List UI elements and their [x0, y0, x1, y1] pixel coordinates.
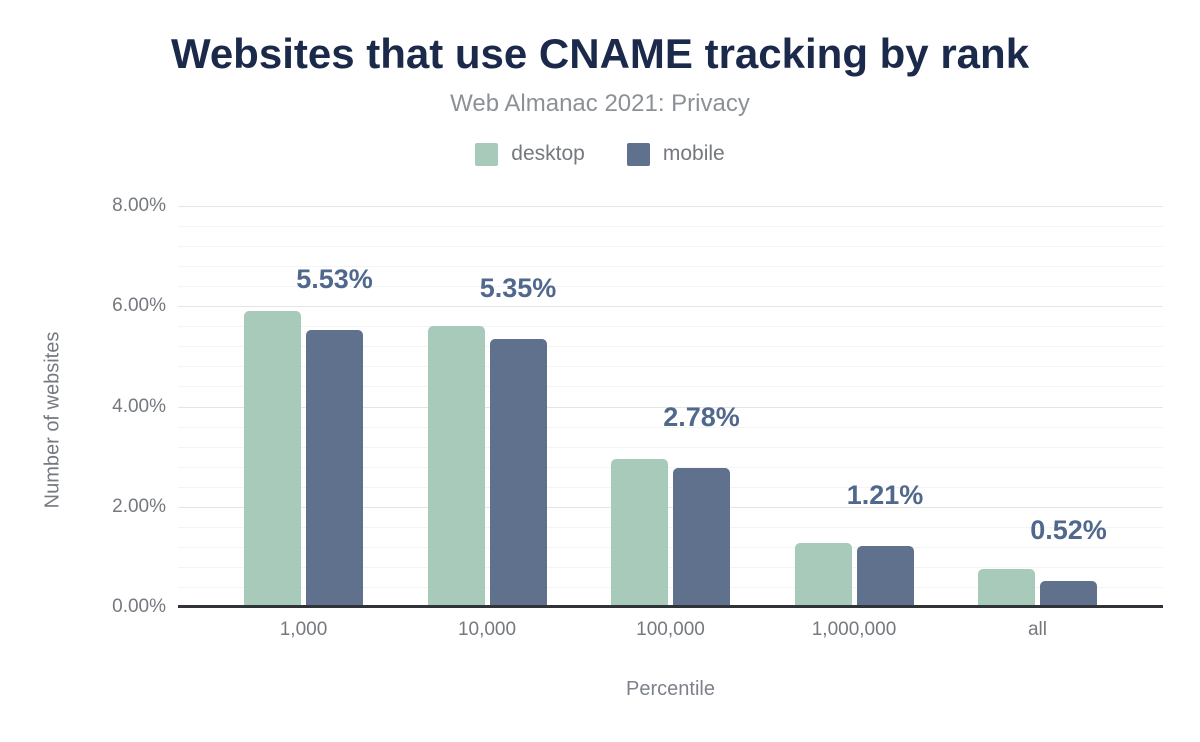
legend-item-mobile[interactable]: mobile [626, 142, 725, 166]
data-label-1,000: 5.53% [296, 263, 373, 294]
x-tick-label-1,000,000: 1,000,000 [811, 619, 897, 640]
mobile-bar-all[interactable] [1040, 580, 1097, 607]
data-label-1,000,000: 1.21% [846, 480, 924, 511]
y-tick-label: 4.00% [112, 395, 166, 417]
gridline-minor [178, 386, 1163, 388]
chart-subtitle: Web Almanac 2021: Privacy [450, 90, 750, 117]
desktop-bar-10,000[interactable] [427, 326, 485, 607]
mobile-bar-1,000,000[interactable] [856, 546, 914, 607]
desktop-bar-all[interactable] [978, 569, 1035, 607]
gridline-minor [178, 566, 1163, 568]
x-tick-label-1,000: 1,000 [279, 619, 328, 640]
gridline-major [178, 506, 1163, 508]
data-label-100,000: 2.78% [663, 401, 740, 432]
legend: desktop mobile [0, 142, 1200, 166]
bar-group-1,000 [244, 206, 363, 607]
bar-group-100,000 [611, 206, 730, 607]
legend-item-desktop[interactable]: desktop [475, 142, 585, 166]
mobile-bar-10,000[interactable] [489, 338, 547, 607]
gridline-minor [178, 326, 1163, 328]
legend-label: desktop [511, 142, 585, 165]
desktop-bar-1,000,000[interactable] [794, 542, 852, 607]
gridline-minor [178, 266, 1163, 268]
gridline-minor [178, 226, 1163, 228]
x-tick-label-all: all [1027, 619, 1047, 640]
legend-label: mobile [662, 142, 725, 165]
gridline-major [178, 306, 1163, 308]
gridline-minor [178, 526, 1163, 528]
x-tick-label-10,000: 10,000 [457, 619, 517, 640]
y-tick-label: 8.00% [112, 195, 166, 216]
x-axis-line [178, 605, 1163, 608]
gridline-minor [178, 426, 1163, 428]
desktop-swatch-icon [475, 142, 499, 166]
x-tick-label-100,000: 100,000 [636, 619, 705, 640]
bar-group-1,000,000 [794, 206, 914, 607]
y-axis-title: Number of websites [41, 331, 64, 509]
gridline-major [178, 206, 1163, 207]
gridline-major [178, 406, 1163, 408]
x-axis-title: Percentile [626, 678, 715, 700]
gridline-minor [178, 466, 1163, 468]
mobile-bar-1,000[interactable] [306, 329, 363, 607]
mobile-swatch-icon [626, 142, 650, 166]
data-label-10,000: 5.35% [479, 272, 557, 303]
y-tick-label: 0.00% [112, 596, 166, 617]
y-tick-label: 2.00% [112, 495, 166, 517]
gridline-minor [178, 366, 1163, 368]
gridline-minor [178, 446, 1163, 448]
desktop-bar-1,000[interactable] [244, 311, 301, 607]
plot-area: 1,000 10,000 100,000 1,000,000 all [178, 206, 1163, 640]
gridline-minor [178, 546, 1163, 548]
bars-row [244, 206, 1097, 607]
bar-group-all [978, 206, 1097, 607]
gridline-minor [178, 486, 1163, 488]
bar-group-10,000 [427, 206, 547, 607]
desktop-bar-100,000[interactable] [611, 459, 668, 607]
gridline-minor [178, 346, 1163, 348]
gridline-minor [178, 586, 1163, 588]
chart-title: Websites that use CNAME tracking by rank [170, 30, 1030, 77]
gridline-minor [178, 246, 1163, 248]
y-tick-label: 6.00% [112, 295, 166, 317]
data-label-all: 0.52% [1030, 514, 1107, 545]
gridline-minor [178, 286, 1163, 288]
mobile-bar-100,000[interactable] [673, 467, 730, 607]
